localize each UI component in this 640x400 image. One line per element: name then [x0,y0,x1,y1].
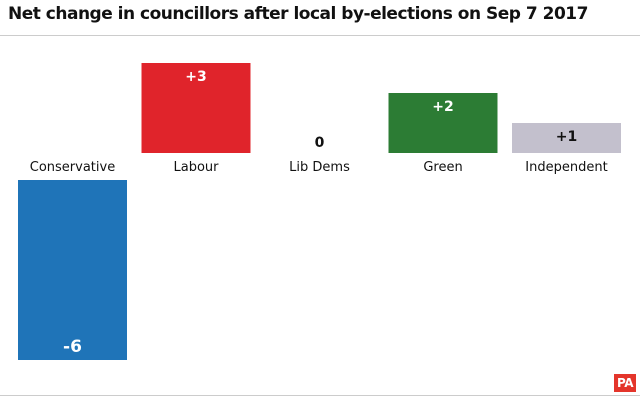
bar-green [388,93,498,153]
value-label-conservative: -6 [63,337,82,357]
category-label-green: Green [423,160,462,175]
bar-labour [141,63,251,153]
value-label-independent: +1 [556,129,577,145]
value-label-labour: +3 [185,69,206,85]
value-label-lib-dems: 0 [315,135,325,151]
category-label-independent: Independent [525,160,607,175]
category-label-lib-dems: Lib Dems [289,160,350,175]
footer-divider [0,395,640,396]
bar-conservative [18,180,127,360]
chart-title: Net change in councillors after local by… [8,4,588,24]
value-label-green: +2 [432,99,453,115]
pa-logo: PA [614,374,636,392]
bar-independent [512,123,621,153]
title-divider [0,35,640,36]
category-label-conservative: Conservative [30,160,115,175]
category-label-labour: Labour [174,160,220,175]
